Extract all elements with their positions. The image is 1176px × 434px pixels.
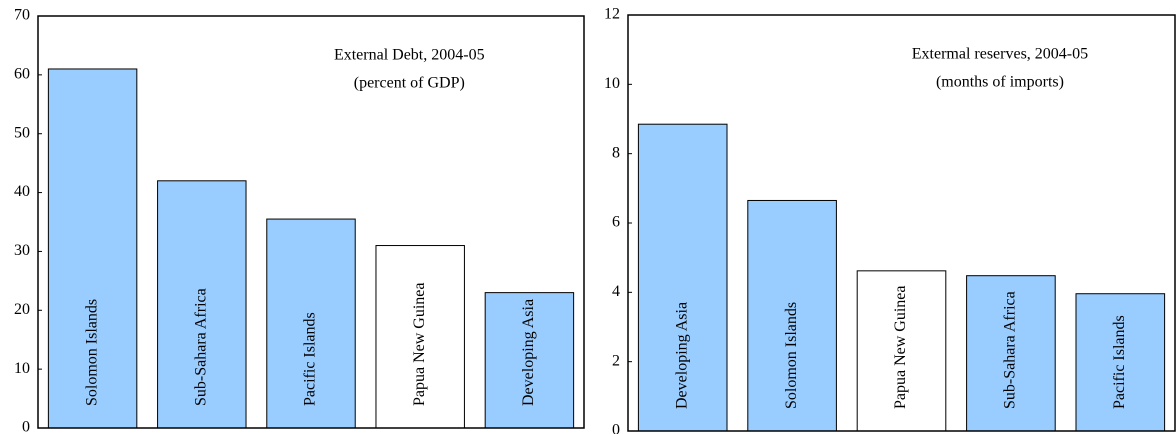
y-tick-label: 10 [604, 75, 620, 92]
y-tick-label: 20 [14, 301, 30, 318]
category-label: Solomon Islands [83, 299, 100, 406]
category-label: Sub-Sahara Africa [1002, 291, 1019, 409]
category-label: Sub-Sahara Africa [192, 288, 209, 406]
chart-subtitle: (percent of GDP) [354, 75, 465, 92]
y-tick-label: 50 [14, 124, 30, 141]
category-label: Developing Asia [673, 302, 690, 409]
category-label: Pacific Islands [302, 312, 319, 406]
plot-frame [37, 15, 585, 429]
chart-subtitle: (months of imports) [936, 74, 1064, 91]
category-label: Papua New Guinea [892, 285, 909, 409]
bar [375, 245, 465, 429]
y-tick-label: 30 [14, 242, 30, 259]
y-tick-label: 60 [14, 66, 30, 83]
plot-frame [627, 14, 1176, 432]
y-tick-label: 0 [22, 419, 30, 434]
y-tick-label: 10 [14, 360, 30, 377]
bar [747, 199, 837, 432]
bar [484, 292, 575, 429]
y-tick-label: 4 [612, 283, 620, 300]
bar [266, 218, 356, 429]
bar [1075, 293, 1166, 432]
y-tick-label: 6 [612, 214, 620, 231]
category-label: Developing Asia [520, 299, 537, 406]
bar [157, 180, 247, 429]
y-tick-label: 8 [612, 144, 620, 161]
bar [47, 68, 138, 429]
y-tick-label: 12 [604, 6, 620, 23]
category-label: Pacific Islands [1111, 315, 1128, 409]
y-tick-label: 0 [612, 422, 620, 434]
y-tick-label: 70 [14, 7, 30, 24]
chart-title: External Debt, 2004-05 [334, 47, 485, 64]
category-label: Solomon Islands [783, 302, 800, 409]
category-label: Papua New Guinea [411, 282, 428, 406]
y-tick-label: 40 [14, 183, 30, 200]
bar [637, 123, 728, 432]
bar [966, 275, 1056, 432]
bar [856, 270, 947, 432]
chart-title: Extermal reserves, 2004-05 [912, 46, 1088, 63]
y-tick-label: 2 [612, 352, 620, 369]
